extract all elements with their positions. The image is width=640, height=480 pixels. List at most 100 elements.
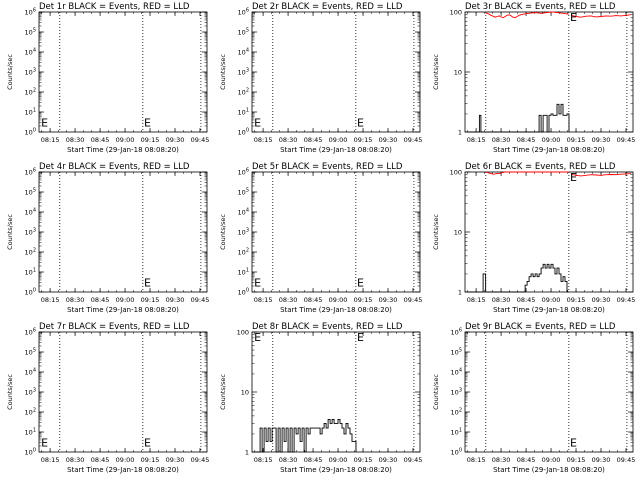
y-tick-label: 106	[25, 328, 36, 337]
x-axis-label: Start Time (29-Jan-18 08:08:20)	[280, 466, 392, 474]
y-tick-label: 102	[25, 88, 36, 97]
x-tick-label: 09:30	[379, 456, 398, 464]
y-axis-label: Counts/sec	[219, 214, 227, 250]
x-tick-label: 09:00	[329, 456, 348, 464]
y-tick-label: 105	[25, 28, 36, 37]
y-tick-label: 1	[245, 449, 249, 457]
y-tick-label: 101	[238, 108, 249, 117]
detector-panel-2: Det 2r BLACK = Events, RED = LLD Counts/s…	[219, 2, 422, 154]
x-axis-label: Start Time (29-Jan-18 08:08:20)	[280, 306, 392, 314]
y-tick-label: 102	[451, 408, 462, 417]
y-tick-label: 103	[25, 228, 36, 237]
x-tick-label: 09:15	[354, 296, 373, 304]
x-tick-label: 09:30	[166, 136, 185, 144]
x-tick-label: 08:30	[279, 136, 298, 144]
y-tick-label: 106	[451, 328, 462, 337]
y-axis-label: Counts/sec	[432, 54, 440, 90]
panel-title: Det 7r BLACK = Events, RED = LLD	[39, 322, 190, 332]
y-tick-label: 10	[454, 229, 462, 237]
x-tick-label: 08:30	[492, 136, 511, 144]
x-tick-label: 08:15	[254, 296, 273, 304]
y-tick-label: 104	[25, 368, 36, 377]
y-tick-label: 100	[25, 288, 36, 297]
y-tick-label: 103	[238, 228, 249, 237]
y-tick-label: 101	[238, 268, 249, 277]
x-axis-label: Start Time (29-Jan-18 08:08:20)	[67, 466, 179, 474]
y-tick-label: 10	[454, 69, 462, 77]
x-tick-label: 09:30	[166, 456, 185, 464]
y-tick-label: 105	[238, 28, 249, 37]
x-tick-label: 09:00	[542, 136, 561, 144]
detector-panel-3: Det 3r BLACK = Events, RED = LLD Counts/s…	[432, 2, 635, 154]
x-axis-label: Start Time (29-Jan-18 08:08:20)	[67, 146, 179, 154]
x-tick-label: 09:30	[379, 296, 398, 304]
panel-title: Det 4r BLACK = Events, RED = LLD	[39, 162, 190, 172]
x-tick-label: 08:15	[467, 456, 486, 464]
y-tick-label: 1	[458, 129, 462, 137]
y-tick-label: 103	[451, 388, 462, 397]
y-axis-label: Counts/sec	[432, 374, 440, 410]
detector-panel-9: Det 9r BLACK = Events, RED = LLD Counts/s…	[432, 322, 635, 474]
x-tick-label: 09:15	[567, 136, 586, 144]
x-tick-label: 09:45	[191, 296, 210, 304]
lld-series-line	[485, 171, 569, 175]
x-tick-label: 09:45	[404, 456, 423, 464]
x-tick-label: 08:30	[66, 456, 85, 464]
y-tick-label: 105	[238, 188, 249, 197]
x-tick-label: 09:30	[592, 456, 611, 464]
x-tick-label: 08:45	[304, 456, 323, 464]
y-tick-label: 100	[237, 329, 249, 337]
y-tick-label: 103	[25, 68, 36, 77]
x-tick-label: 08:30	[492, 456, 511, 464]
x-tick-label: 09:30	[379, 136, 398, 144]
y-axis-label: Counts/sec	[6, 214, 14, 250]
e-marker-label: E	[570, 11, 577, 24]
x-axis-label: Start Time (29-Jan-18 08:08:20)	[493, 306, 605, 314]
e-marker-label: E	[41, 116, 48, 129]
lld-series-line	[570, 173, 632, 177]
y-tick-label: 104	[238, 208, 249, 217]
x-tick-label: 08:15	[467, 296, 486, 304]
x-axis-label: Start Time (29-Jan-18 08:08:20)	[280, 146, 392, 154]
y-tick-label: 102	[25, 408, 36, 417]
y-tick-label: 101	[25, 108, 36, 117]
x-tick-label: 09:30	[592, 296, 611, 304]
x-tick-label: 09:45	[617, 456, 636, 464]
y-tick-label: 100	[238, 128, 249, 137]
x-tick-label: 08:30	[279, 456, 298, 464]
e-marker-label: E	[41, 436, 48, 449]
y-tick-label: 105	[25, 188, 36, 197]
e-marker-label: E	[254, 116, 261, 129]
y-tick-label: 100	[450, 169, 462, 177]
e-marker-label: E	[357, 331, 364, 344]
e-marker-label: E	[254, 276, 261, 289]
y-tick-label: 100	[451, 448, 462, 457]
x-tick-label: 09:00	[542, 456, 561, 464]
detector-panel-5: Det 5r BLACK = Events, RED = LLD Counts/s…	[219, 162, 422, 314]
detector-panel-1: Det 1r BLACK = Events, RED = LLD Counts/s…	[6, 2, 209, 154]
lld-series-line	[570, 14, 632, 18]
x-tick-label: 09:15	[567, 456, 586, 464]
y-tick-label: 101	[25, 268, 36, 277]
x-axis-label: Start Time (29-Jan-18 08:08:20)	[493, 466, 605, 474]
y-tick-label: 106	[25, 168, 36, 177]
x-tick-label: 09:45	[617, 296, 636, 304]
y-tick-label: 100	[25, 448, 36, 457]
x-tick-label: 09:45	[617, 136, 636, 144]
e-marker-label: E	[254, 331, 261, 344]
x-tick-label: 09:45	[404, 296, 423, 304]
y-axis-label: Counts/sec	[432, 214, 440, 250]
detector-panel-4: Det 4r BLACK = Events, RED = LLD Counts/s…	[6, 162, 209, 314]
x-tick-label: 09:00	[116, 136, 135, 144]
detector-panel-7: Det 7r BLACK = Events, RED = LLD Counts/s…	[6, 322, 209, 474]
x-tick-label: 09:15	[354, 136, 373, 144]
e-marker-label: E	[570, 171, 577, 184]
x-tick-label: 08:15	[41, 136, 60, 144]
y-axis-label: Counts/sec	[6, 374, 14, 410]
y-tick-label: 1	[458, 289, 462, 297]
y-tick-label: 103	[25, 388, 36, 397]
x-tick-label: 09:15	[354, 456, 373, 464]
lld-series-line	[485, 11, 569, 19]
y-tick-label: 101	[451, 428, 462, 437]
x-tick-label: 08:15	[41, 456, 60, 464]
